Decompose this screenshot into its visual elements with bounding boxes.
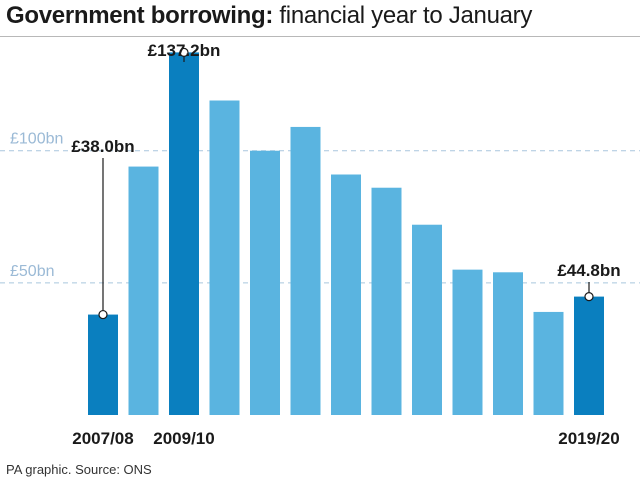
- annotation-dot: [98, 309, 108, 320]
- bar-2014-15: [371, 187, 402, 415]
- bar-2017-18: [493, 272, 523, 415]
- chart-title-bold: Government borrowing:: [6, 2, 274, 29]
- bar-chart: £100bn £50bn £38.0bn £137.2bn £44.8bn 2007/…: [0, 41, 640, 448]
- bar-2012-13: [290, 126, 321, 415]
- bars: [88, 52, 604, 416]
- x-axis-labels: 2007/08 2009/10 2019/20: [72, 429, 619, 448]
- x-tick-label: 2007/08: [72, 429, 133, 448]
- bar-2015-16: [412, 224, 442, 415]
- annotation-label: £137.2bn: [148, 41, 221, 60]
- gridline-label: £100bn: [10, 131, 63, 148]
- bar-2008-09: [128, 166, 159, 415]
- bar-2009-10: [169, 52, 199, 416]
- annotation-dot: [584, 292, 594, 302]
- chart-title: Government borrowing: financial year to …: [6, 2, 532, 30]
- gridline-label: £50bn: [10, 263, 55, 280]
- bar-2019-20: [574, 296, 604, 415]
- annotation-dot: [179, 47, 189, 58]
- bar-2010-11: [209, 100, 240, 415]
- annotation-label: £38.0bn: [71, 137, 134, 156]
- bar-2018-19: [533, 311, 564, 415]
- bar-2013-14: [331, 174, 361, 415]
- x-tick-label: 2019/20: [558, 429, 619, 448]
- bar-2011-12: [250, 150, 280, 415]
- chart-title-regular: financial year to January: [273, 2, 533, 29]
- title-divider: [0, 36, 640, 37]
- x-tick-label: 2009/10: [153, 429, 214, 448]
- bar-2016-17: [452, 269, 483, 415]
- annotation-label: £44.8bn: [557, 261, 620, 280]
- annotations: £38.0bn £137.2bn £44.8bn: [71, 41, 621, 320]
- source-note: PA graphic. Source: ONS: [6, 462, 152, 477]
- bar-2007-08: [88, 314, 118, 415]
